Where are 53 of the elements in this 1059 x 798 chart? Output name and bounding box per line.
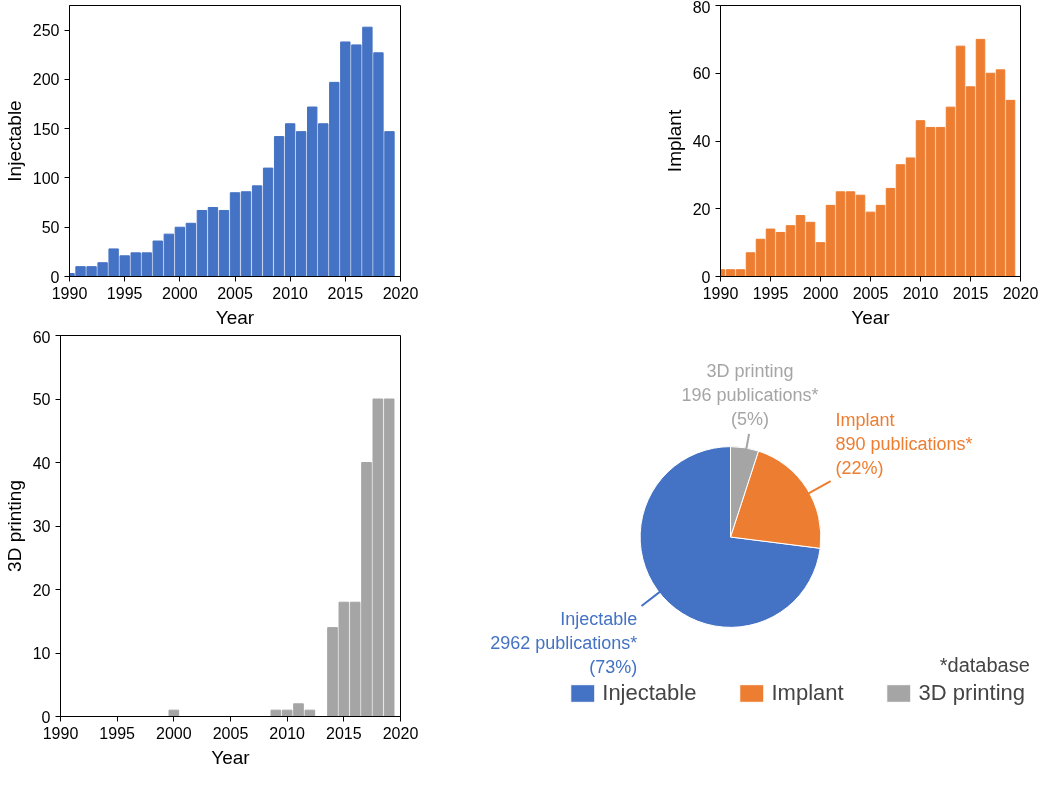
bar xyxy=(168,709,180,717)
y-tick-label: 250 xyxy=(32,22,60,40)
x-tick-label: 1995 xyxy=(99,724,136,742)
y-tick-label: 10 xyxy=(32,645,51,662)
x-tick-label: 2000 xyxy=(162,284,198,302)
y-tick-label: 80 xyxy=(692,0,711,16)
x-tick-label: 1990 xyxy=(702,284,739,302)
y-tick-label: 20 xyxy=(32,581,51,599)
y-tick-label: 0 xyxy=(50,268,60,286)
x-axis-title: Year xyxy=(211,746,251,768)
y-tick-label: 60 xyxy=(692,65,711,83)
x-tick-label: 2010 xyxy=(902,284,939,302)
y-tick-label: 20 xyxy=(692,200,711,218)
legend-label: Injectable xyxy=(602,680,697,706)
y-tick-label: 40 xyxy=(32,454,51,472)
y-tick-label: 40 xyxy=(692,133,711,150)
x-tick-label: 2005 xyxy=(217,284,253,302)
y-tick-label: 50 xyxy=(41,219,60,237)
x-axis-title: Year xyxy=(851,306,891,328)
x-tick-label: 2015 xyxy=(952,284,989,302)
x-tick-label: 2015 xyxy=(326,724,362,742)
x-tick-label: 2010 xyxy=(269,724,306,742)
x-tick-label: 2020 xyxy=(382,284,419,302)
x-tick-label: 2005 xyxy=(212,724,249,742)
x-axis-title: Year xyxy=(215,306,255,328)
y-tick-label: 30 xyxy=(32,518,51,535)
y-tick-label: 200 xyxy=(32,71,60,89)
x-tick-label: 2020 xyxy=(1002,284,1039,302)
x-tick-label: 2010 xyxy=(272,284,309,302)
x-tick-label: 2015 xyxy=(327,284,364,302)
x-tick-label: 1990 xyxy=(51,284,88,302)
x-tick-label: 1995 xyxy=(106,284,143,302)
y-tick-label: 50 xyxy=(32,391,51,408)
y-tick-label: 60 xyxy=(32,328,51,346)
x-tick-label: 1995 xyxy=(752,284,789,302)
y-tick-label: 100 xyxy=(32,169,60,187)
y-axis-title: 3D printing xyxy=(3,480,25,572)
y-axis-title: Implant xyxy=(663,109,685,173)
x-tick-label: 2000 xyxy=(802,284,839,302)
x-tick-label: 2005 xyxy=(852,284,889,302)
legend-label: 3D printing xyxy=(918,680,1025,706)
data-label: Injectable 2962 publications* (73%) xyxy=(490,609,638,678)
x-tick-label: 2000 xyxy=(156,724,192,742)
y-axis-title: Injectable xyxy=(3,100,25,182)
x-tick-label: 1990 xyxy=(42,724,79,742)
y-tick-label: 0 xyxy=(41,708,51,726)
x-tick-label: 2020 xyxy=(382,724,419,742)
y-tick-label: 0 xyxy=(701,268,711,286)
text: *database xyxy=(939,654,1030,677)
y-tick-label: 150 xyxy=(32,120,60,138)
data-label: 3D printing 196 publications* (5%) xyxy=(681,360,819,429)
data-label: Implant 890 publications* (22%) xyxy=(835,410,973,479)
legend-label: Implant xyxy=(771,680,844,706)
